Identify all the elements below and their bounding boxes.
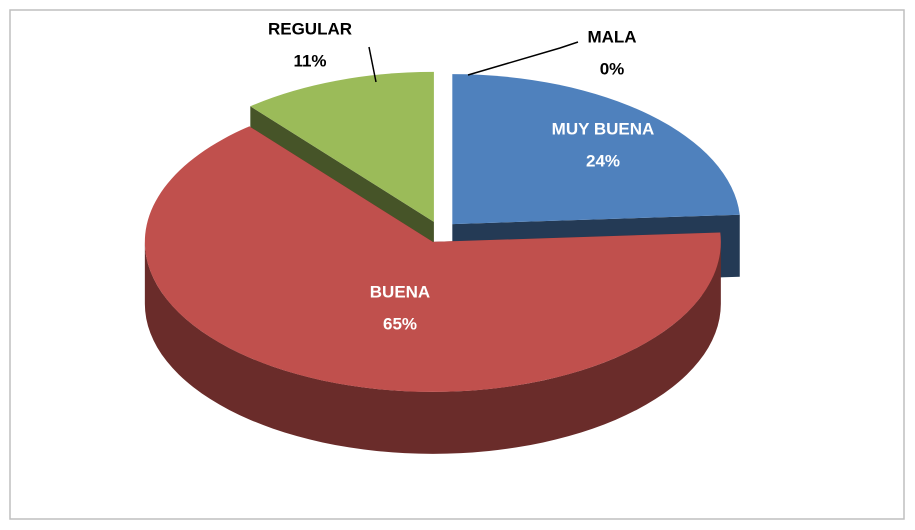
slice-value-label: 65% (383, 314, 417, 333)
slice-top (144, 126, 721, 392)
slice-value-label: 0% (600, 59, 625, 78)
slice-wall (144, 241, 721, 454)
leader-line (368, 46, 377, 83)
slice-label: BUENA (370, 282, 430, 301)
slice-value-label: 11% (293, 51, 326, 70)
slice-value-label: 24% (586, 151, 620, 170)
leader-line (467, 41, 579, 76)
slice (144, 126, 721, 454)
slice-label: MALA (587, 27, 636, 46)
slice-label: MUY BUENA (552, 119, 655, 138)
slice-label: REGULAR (268, 19, 352, 38)
slice-top (250, 71, 434, 222)
slice-top (452, 74, 740, 225)
